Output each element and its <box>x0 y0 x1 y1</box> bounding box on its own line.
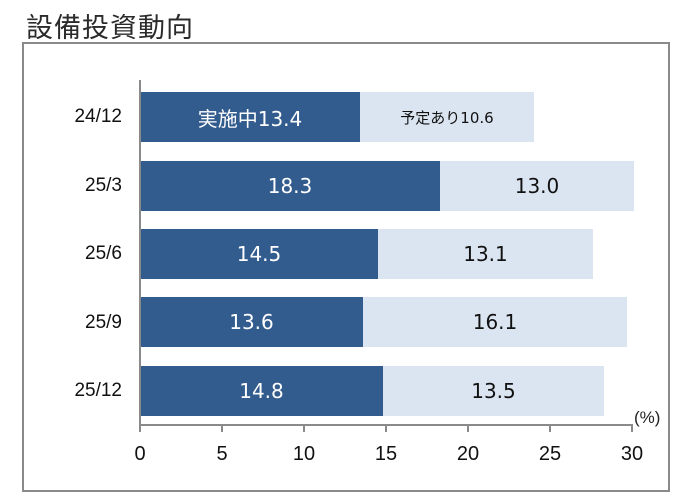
bar-implemented: 13.6 <box>140 297 363 347</box>
bar-planned: 予定あり10.6 <box>360 92 534 142</box>
bar-planned: 13.5 <box>383 366 604 416</box>
bar-planned: 13.1 <box>378 229 593 279</box>
y-label: 25/9 <box>85 312 122 333</box>
x-tick <box>221 424 223 432</box>
x-tick <box>467 424 469 432</box>
bar-implemented: 14.8 <box>140 366 383 416</box>
x-tick <box>139 424 141 432</box>
y-label: 25/6 <box>85 243 122 264</box>
bar-implemented: 18.3 <box>140 161 440 211</box>
y-axis-line <box>139 80 141 425</box>
x-tick-label: 10 <box>292 443 316 465</box>
x-tick <box>385 424 387 432</box>
bar-planned: 16.1 <box>363 297 627 347</box>
y-label: 25/12 <box>74 380 122 401</box>
x-tick <box>303 424 305 432</box>
x-tick-label: 5 <box>216 443 228 465</box>
x-tick-label: 15 <box>374 443 398 465</box>
x-tick-label: 25 <box>538 443 562 465</box>
chart-title: 設備投資動向 <box>26 13 194 44</box>
bar-implemented: 実施中13.4 <box>140 92 360 142</box>
y-label: 24/12 <box>74 106 122 127</box>
x-tick-label: 20 <box>456 443 480 465</box>
x-tick <box>549 424 551 432</box>
bar-planned: 13.0 <box>440 161 634 211</box>
x-tick-label: 0 <box>134 443 146 465</box>
y-label: 25/3 <box>85 175 122 196</box>
x-axis-unit: (%) <box>634 408 661 427</box>
x-tick <box>631 424 633 432</box>
bar-implemented: 14.5 <box>140 229 378 279</box>
x-tick-label: 30 <box>620 443 644 465</box>
